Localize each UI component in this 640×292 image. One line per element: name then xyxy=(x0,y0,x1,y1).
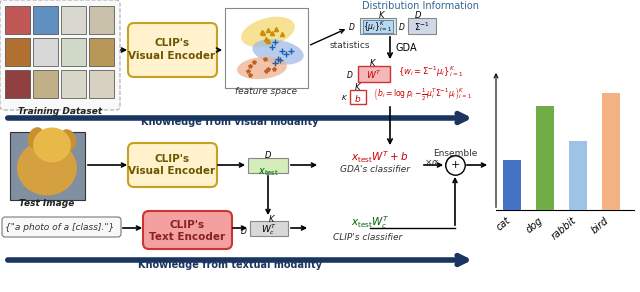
Bar xyxy=(358,66,390,82)
Text: {"a photo of a [class]."}: {"a photo of a [class]."} xyxy=(5,223,115,232)
Bar xyxy=(33,38,58,66)
Bar xyxy=(350,90,366,104)
Text: $D$: $D$ xyxy=(414,8,422,20)
Text: statistics: statistics xyxy=(330,41,371,51)
Bar xyxy=(602,93,620,210)
Circle shape xyxy=(446,156,464,174)
Text: $K$: $K$ xyxy=(268,213,276,223)
Text: CLIP's: CLIP's xyxy=(154,38,189,48)
Text: $D$: $D$ xyxy=(264,150,272,161)
Text: $+$: $+$ xyxy=(450,159,460,171)
Bar xyxy=(248,158,288,173)
Bar xyxy=(5,6,30,34)
Ellipse shape xyxy=(60,129,76,151)
Bar xyxy=(360,18,396,34)
Text: $W^T$: $W^T$ xyxy=(366,69,382,81)
Text: $x_{\rm test}$: $x_{\rm test}$ xyxy=(257,166,278,178)
Text: Knowledge from textual modality: Knowledge from textual modality xyxy=(138,260,322,270)
Bar xyxy=(504,159,522,210)
Text: CLIP's: CLIP's xyxy=(170,220,205,230)
Ellipse shape xyxy=(33,128,71,163)
Text: $\Sigma^{-1}$: $\Sigma^{-1}$ xyxy=(414,21,429,33)
Bar xyxy=(5,38,30,66)
Ellipse shape xyxy=(17,140,77,196)
Text: $W_c^T$: $W_c^T$ xyxy=(261,223,277,237)
Text: $D$: $D$ xyxy=(348,22,355,32)
Text: $D$: $D$ xyxy=(399,22,406,32)
Text: $K$: $K$ xyxy=(378,8,386,20)
Text: Visual Encoder: Visual Encoder xyxy=(129,166,216,176)
Ellipse shape xyxy=(28,127,44,149)
FancyBboxPatch shape xyxy=(128,143,217,187)
Bar xyxy=(89,38,114,66)
Text: CLIP's classifier: CLIP's classifier xyxy=(333,232,403,241)
Bar xyxy=(61,38,86,66)
Text: $b$: $b$ xyxy=(355,93,362,103)
Bar xyxy=(33,6,58,34)
Bar xyxy=(89,6,114,34)
Text: $\left\{b_i = \log p_i - \frac{1}{2}\mu_i^T\Sigma^{-1}\mu_i\right\}_{i=1}^K$: $\left\{b_i = \log p_i - \frac{1}{2}\mu_… xyxy=(373,87,472,103)
Bar xyxy=(408,18,436,34)
Bar xyxy=(536,106,554,210)
Text: Test Image: Test Image xyxy=(19,199,75,208)
Bar xyxy=(569,141,587,210)
FancyBboxPatch shape xyxy=(143,211,232,249)
Text: Text Encoder: Text Encoder xyxy=(149,232,225,242)
Bar xyxy=(61,6,86,34)
Ellipse shape xyxy=(237,57,287,79)
Text: $D$: $D$ xyxy=(241,225,248,236)
Ellipse shape xyxy=(252,39,304,65)
Bar xyxy=(363,20,393,33)
Text: Ensemble: Ensemble xyxy=(433,149,477,157)
Bar xyxy=(5,70,30,98)
Bar xyxy=(225,8,308,88)
Text: Visual Encoder: Visual Encoder xyxy=(129,51,216,61)
Text: $\times\alpha$: $\times\alpha$ xyxy=(424,157,440,167)
Bar xyxy=(89,70,114,98)
Text: Training Dataset: Training Dataset xyxy=(18,107,102,117)
Text: $\{w_i = \Sigma^{-1}\mu_i\}_{i=1}^K$: $\{w_i = \Sigma^{-1}\mu_i\}_{i=1}^K$ xyxy=(398,65,463,79)
Text: $K$: $K$ xyxy=(341,93,348,102)
Bar xyxy=(250,221,288,236)
Text: $\{\mu_i\}_{i=1}^K$: $\{\mu_i\}_{i=1}^K$ xyxy=(364,20,393,34)
Ellipse shape xyxy=(241,17,295,47)
Text: feature space: feature space xyxy=(235,86,297,95)
Text: $x_{\rm test}W^T + b$: $x_{\rm test}W^T + b$ xyxy=(351,149,408,165)
FancyBboxPatch shape xyxy=(0,0,120,110)
Text: $K$: $K$ xyxy=(369,56,377,67)
Text: CLIP's: CLIP's xyxy=(154,154,189,164)
Text: Distribution Information: Distribution Information xyxy=(362,1,479,11)
Text: $D$: $D$ xyxy=(346,69,354,81)
FancyBboxPatch shape xyxy=(2,217,121,237)
Bar xyxy=(33,70,58,98)
Text: GDA: GDA xyxy=(396,43,418,53)
Text: Knowledge from visual modality: Knowledge from visual modality xyxy=(141,117,319,127)
Text: $x_{\rm test}W_c^T$: $x_{\rm test}W_c^T$ xyxy=(351,215,389,231)
FancyBboxPatch shape xyxy=(128,23,217,77)
Text: $K$: $K$ xyxy=(354,81,362,91)
Bar xyxy=(10,132,85,200)
Text: GDA's classifier: GDA's classifier xyxy=(340,166,410,175)
Bar xyxy=(61,70,86,98)
